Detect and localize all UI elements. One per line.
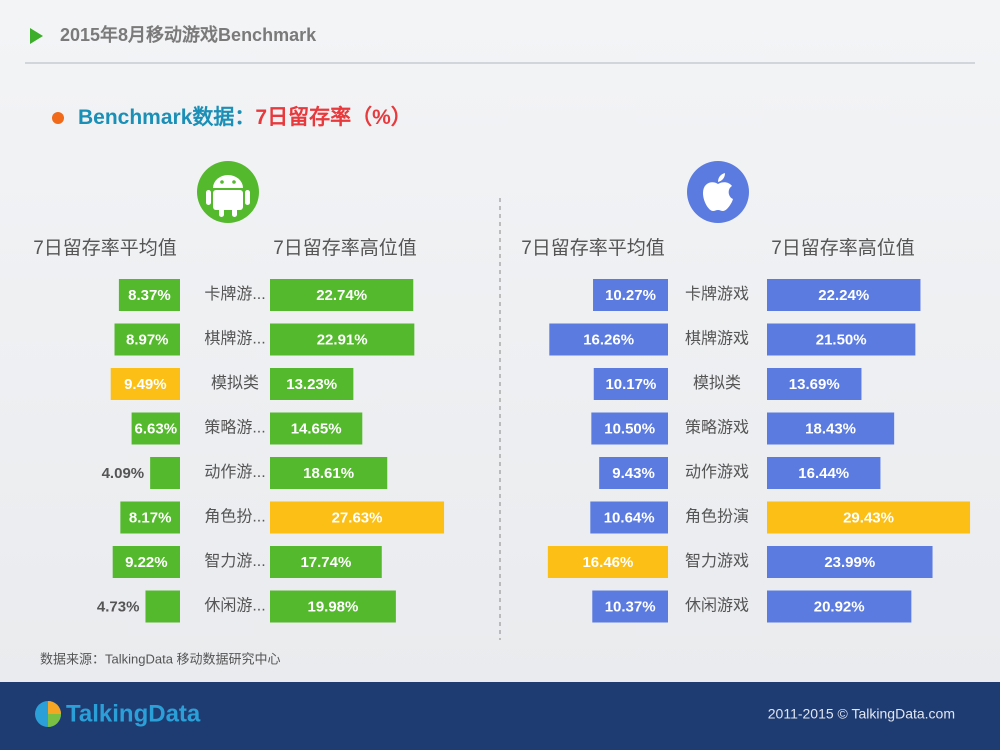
avg-value-label: 16.26% <box>583 331 634 348</box>
high-bar <box>270 501 445 534</box>
high-value-label: 22.24% <box>818 287 869 304</box>
avg-value-label: 10.27% <box>605 287 656 304</box>
category-label: 模拟类 <box>693 374 741 392</box>
high-bar <box>767 279 921 311</box>
avg-bar <box>131 412 180 445</box>
subtitle-metric: 7日留存率（%） <box>255 105 411 129</box>
category-label: 棋牌游戏 <box>685 330 749 348</box>
category-label: 休闲游... <box>204 597 265 615</box>
category-label: 休闲游戏 <box>685 597 749 615</box>
high-bar <box>767 323 916 356</box>
high-value-label: 13.69% <box>789 376 840 393</box>
high-value-label: 22.74% <box>316 287 367 304</box>
high-value-label: 22.91% <box>317 331 368 348</box>
avg-bar <box>591 412 668 445</box>
avg-value-label: 9.43% <box>612 465 655 482</box>
avg-bar <box>145 590 180 623</box>
high-value-label: 16.44% <box>798 465 849 482</box>
apple-icon <box>687 161 749 223</box>
high-value-label: 19.98% <box>307 598 358 615</box>
high-value-label: 14.65% <box>291 420 342 437</box>
avg-bar <box>112 546 180 578</box>
high-bar <box>767 457 881 489</box>
high-value-label: 18.43% <box>805 420 856 437</box>
high-header: 7日留存率高位值 <box>771 237 915 259</box>
high-bar <box>767 546 933 578</box>
avg-value-label: 16.46% <box>582 554 633 571</box>
avg-header: 7日留存率平均值 <box>33 237 177 259</box>
high-bar <box>270 323 415 356</box>
title-marker <box>30 28 43 44</box>
avg-bar <box>114 323 180 356</box>
avg-bar <box>593 368 668 400</box>
avg-bar <box>592 590 668 623</box>
high-bar <box>270 546 382 578</box>
high-bar <box>270 412 363 445</box>
high-bar <box>270 368 354 400</box>
high-header: 7日留存率高位值 <box>273 237 417 259</box>
avg-bar <box>110 368 180 400</box>
avg-bar <box>593 279 668 311</box>
high-bar <box>270 279 414 311</box>
category-label: 卡牌游戏 <box>685 285 749 303</box>
category-label: 棋牌游... <box>204 330 265 348</box>
avg-bar <box>150 457 180 489</box>
category-label: 智力游... <box>204 552 265 570</box>
high-bar <box>767 412 895 445</box>
subtitle: Benchmark数据：7日留存率（%） <box>78 105 412 129</box>
avg-value-label: 8.97% <box>126 331 169 348</box>
high-value-label: 13.23% <box>286 376 337 393</box>
category-label: 卡牌游... <box>204 285 265 303</box>
copyright: 2011-2015 © TalkingData.com <box>768 706 955 722</box>
category-label: 动作游戏 <box>685 463 749 481</box>
category-label: 策略游... <box>204 419 265 437</box>
high-bar <box>270 590 396 623</box>
avg-value-label: 10.37% <box>605 598 656 615</box>
high-value-label: 17.74% <box>300 554 351 571</box>
bullet <box>52 112 64 124</box>
high-bar <box>767 368 862 400</box>
page-title: 2015年8月移动游戏Benchmark <box>60 24 317 45</box>
high-value-label: 23.99% <box>824 554 875 571</box>
avg-value-label: 10.50% <box>604 420 655 437</box>
android-icon <box>197 161 259 223</box>
high-value-label: 27.63% <box>332 509 383 526</box>
source: 数据来源：TalkingData 移动数据研究中心 <box>40 651 281 666</box>
subtitle-label: Benchmark数据： <box>78 106 255 129</box>
category-label: 角色扮... <box>204 508 265 526</box>
avg-bar <box>549 323 668 356</box>
high-bar <box>767 501 971 534</box>
logo-text: TalkingData <box>66 700 201 727</box>
avg-value-label: 4.73% <box>97 598 140 615</box>
logo-mark <box>35 701 61 727</box>
avg-bar <box>118 279 180 311</box>
avg-value-label: 9.22% <box>125 554 168 571</box>
footer-band <box>0 682 1000 750</box>
high-value-label: 21.50% <box>816 331 867 348</box>
high-bar <box>270 457 388 489</box>
category-label: 策略游戏 <box>685 419 749 437</box>
high-bar <box>767 590 912 623</box>
avg-value-label: 6.63% <box>135 420 178 437</box>
avg-value-label: 10.17% <box>605 376 656 393</box>
category-label: 模拟类 <box>211 374 259 392</box>
category-label: 智力游戏 <box>685 552 749 570</box>
high-value-label: 18.61% <box>303 465 354 482</box>
category-label: 角色扮演 <box>685 508 749 526</box>
avg-bar <box>599 457 668 489</box>
avg-value-label: 8.17% <box>129 509 172 526</box>
avg-bar <box>547 546 668 578</box>
high-value-label: 20.92% <box>814 598 865 615</box>
avg-bar <box>120 501 180 534</box>
avg-header: 7日留存率平均值 <box>521 237 665 259</box>
category-label: 动作游... <box>204 463 265 481</box>
high-value-label: 29.43% <box>843 509 894 526</box>
avg-value-label: 4.09% <box>102 465 145 482</box>
avg-value-label: 8.37% <box>128 287 171 304</box>
avg-value-label: 9.49% <box>124 376 167 393</box>
avg-value-label: 10.64% <box>604 509 655 526</box>
avg-bar <box>590 501 668 534</box>
